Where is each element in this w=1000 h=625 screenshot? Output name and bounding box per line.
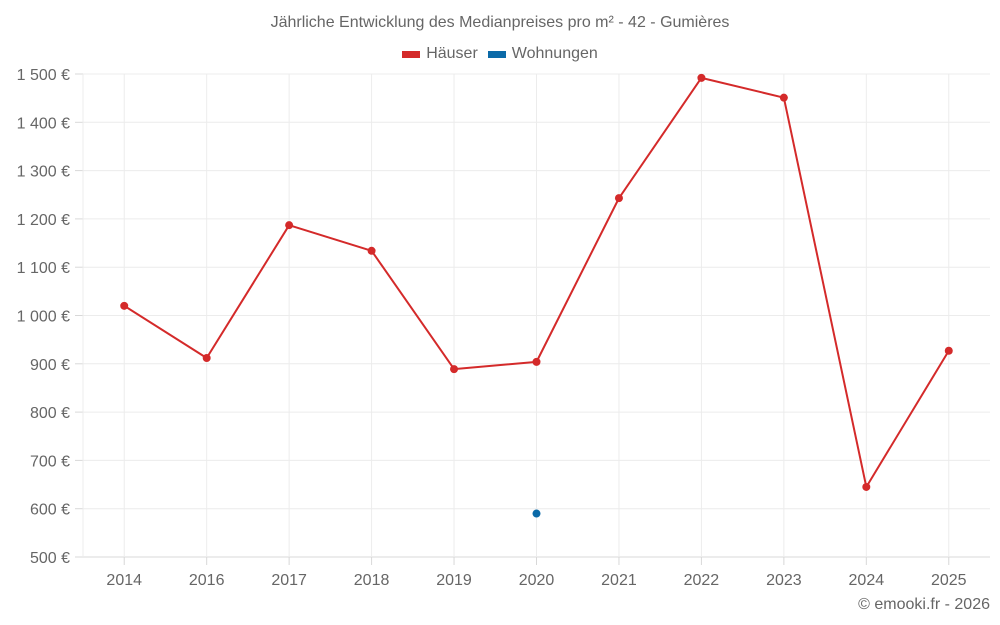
legend-swatch-wohnungen	[487, 50, 506, 58]
x-tick-label: 2025	[931, 572, 967, 589]
data-point	[285, 221, 294, 230]
data-point	[862, 482, 871, 491]
y-tick-label: 1 200 €	[17, 212, 70, 229]
y-tick-label: 800 €	[30, 405, 70, 422]
y-tick-label: 900 €	[30, 357, 70, 374]
credit-text: © emooki.fr - 2026	[858, 596, 990, 613]
data-point	[450, 365, 459, 374]
data-point	[779, 93, 788, 102]
x-tick-label: 2014	[106, 572, 142, 589]
y-tick-label: 1 300 €	[17, 164, 70, 181]
data-point	[532, 357, 541, 366]
legend-label-wohnungen: Wohnungen	[511, 45, 598, 62]
legend: Häuser Wohnungen	[0, 45, 1000, 63]
data-point	[202, 354, 211, 363]
x-tick-label: 2023	[766, 572, 802, 589]
y-tick-label: 1 000 €	[17, 309, 70, 326]
data-point	[944, 346, 953, 355]
data-point	[367, 246, 376, 255]
x-tick-label: 2019	[436, 572, 472, 589]
x-tick-label: 2022	[684, 572, 720, 589]
x-tick-label: 2021	[601, 572, 637, 589]
data-point	[532, 509, 541, 518]
x-tick-label: 2017	[271, 572, 307, 589]
x-tick-label: 2018	[354, 572, 390, 589]
data-point	[614, 194, 623, 203]
y-tick-label: 700 €	[30, 453, 70, 470]
x-tick-label: 2020	[519, 572, 555, 589]
y-tick-label: 1 400 €	[17, 115, 70, 132]
y-tick-label: 600 €	[30, 502, 70, 519]
data-point	[120, 301, 129, 310]
legend-item-wohnungen[interactable]: Wohnungen	[487, 45, 598, 63]
y-tick-label: 500 €	[30, 550, 70, 567]
legend-item-haeuser[interactable]: Häuser	[402, 45, 478, 63]
y-tick-label: 1 500 €	[17, 67, 70, 84]
chart-title: Jährliche Entwicklung des Medianpreises …	[270, 14, 730, 31]
y-tick-label: 1 100 €	[17, 260, 70, 277]
data-point	[697, 73, 706, 82]
legend-swatch-haeuser	[402, 50, 421, 58]
x-tick-label: 2024	[849, 572, 885, 589]
legend-label-haeuser: Häuser	[426, 45, 478, 62]
x-tick-label: 2016	[189, 572, 225, 589]
